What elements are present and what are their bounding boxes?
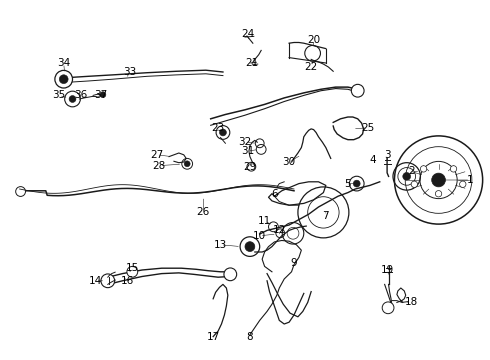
Text: 18: 18 <box>405 297 418 307</box>
Circle shape <box>245 242 255 252</box>
Text: 13: 13 <box>214 240 227 250</box>
Text: 27: 27 <box>150 150 164 160</box>
Text: 32: 32 <box>238 137 252 147</box>
Circle shape <box>450 166 457 172</box>
Circle shape <box>216 126 230 139</box>
Text: 1: 1 <box>467 175 474 185</box>
Circle shape <box>353 180 360 187</box>
Text: 10: 10 <box>253 231 266 241</box>
Text: 4: 4 <box>369 155 376 165</box>
Text: 2: 2 <box>408 166 415 176</box>
Circle shape <box>403 172 411 180</box>
Text: 20: 20 <box>307 35 320 45</box>
Text: 8: 8 <box>246 332 253 342</box>
Circle shape <box>55 71 73 88</box>
Circle shape <box>460 181 466 188</box>
Text: 23: 23 <box>211 123 225 133</box>
Text: 21: 21 <box>245 58 259 68</box>
Text: 19: 19 <box>380 265 394 275</box>
Circle shape <box>432 173 445 187</box>
Circle shape <box>411 181 417 188</box>
Circle shape <box>65 91 80 107</box>
Circle shape <box>351 84 364 97</box>
Circle shape <box>16 186 25 197</box>
Circle shape <box>100 92 106 98</box>
Text: 37: 37 <box>94 90 107 100</box>
Text: 17: 17 <box>206 332 220 342</box>
Text: 11: 11 <box>258 216 271 226</box>
Circle shape <box>59 75 68 84</box>
Text: 14: 14 <box>89 276 102 286</box>
Text: 33: 33 <box>123 67 137 77</box>
Text: 25: 25 <box>361 123 374 133</box>
Text: 28: 28 <box>152 161 166 171</box>
Circle shape <box>382 302 394 314</box>
Text: 22: 22 <box>304 62 318 72</box>
Text: 16: 16 <box>121 276 134 286</box>
Circle shape <box>184 161 190 167</box>
Circle shape <box>220 129 226 136</box>
Circle shape <box>420 166 427 172</box>
Text: 31: 31 <box>241 146 254 156</box>
Circle shape <box>101 274 115 288</box>
Text: 29: 29 <box>243 162 257 172</box>
Circle shape <box>224 268 237 281</box>
Text: 30: 30 <box>283 157 295 167</box>
Text: 24: 24 <box>241 29 254 39</box>
Text: 36: 36 <box>74 90 88 100</box>
Circle shape <box>436 190 442 197</box>
Text: 7: 7 <box>322 211 329 221</box>
Text: 6: 6 <box>271 189 278 199</box>
Text: 5: 5 <box>344 179 351 189</box>
Text: 15: 15 <box>125 263 139 273</box>
Text: 3: 3 <box>384 150 391 160</box>
Text: 12: 12 <box>272 225 286 235</box>
Text: 9: 9 <box>291 258 297 268</box>
Circle shape <box>127 266 138 277</box>
Circle shape <box>69 95 76 103</box>
Text: 34: 34 <box>57 58 71 68</box>
Circle shape <box>305 45 320 61</box>
Text: 26: 26 <box>196 207 210 217</box>
Text: 35: 35 <box>52 90 66 100</box>
